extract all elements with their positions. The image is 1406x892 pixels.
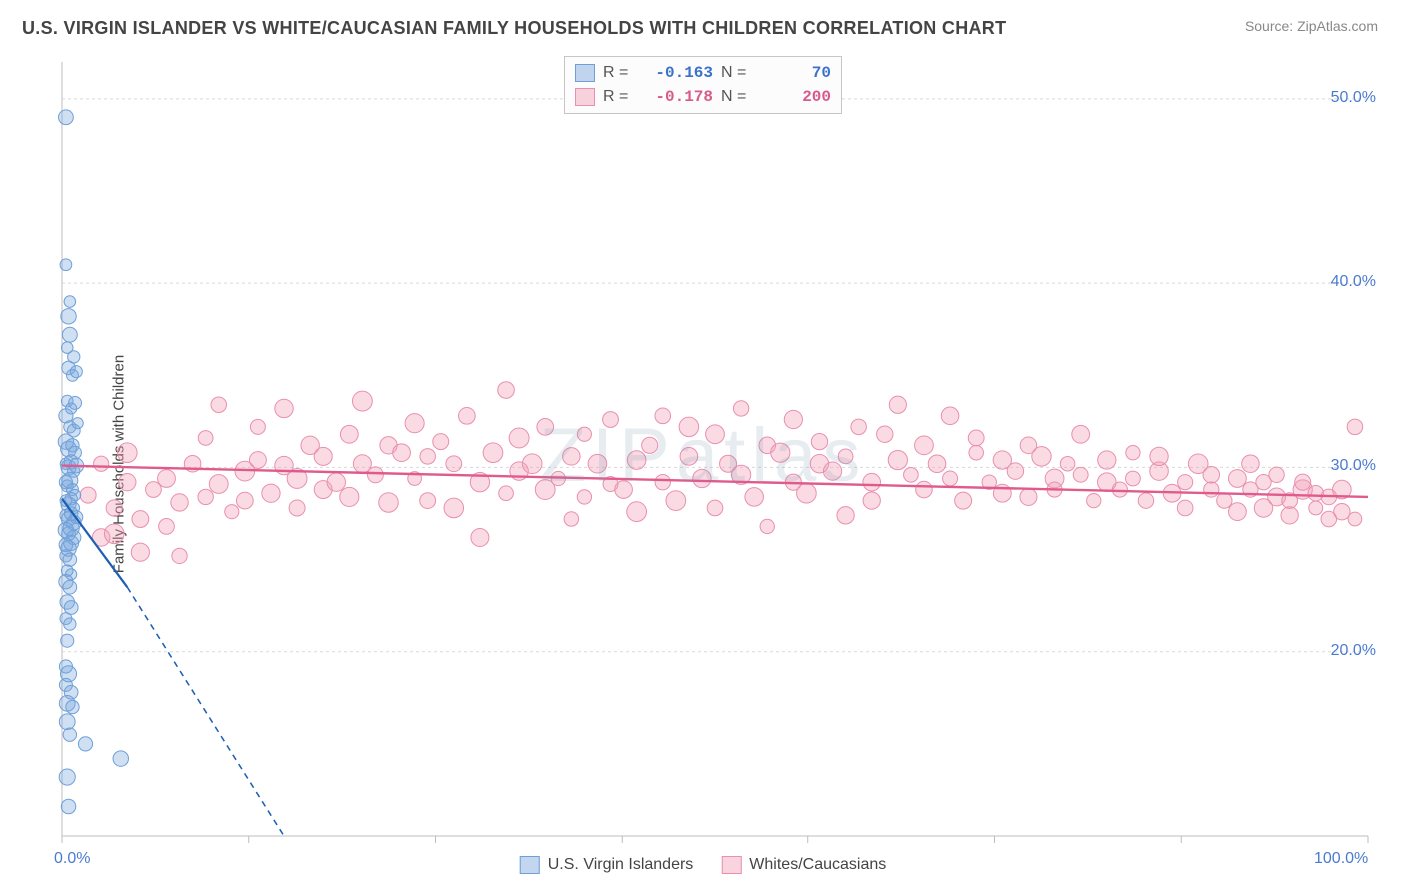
legend-r-label: R = [603, 61, 633, 85]
chart-title: U.S. VIRGIN ISLANDER VS WHITE/CAUCASIAN … [22, 18, 1006, 39]
legend-n-value-1: 70 [759, 61, 831, 85]
y-tick-label: 50.0% [1331, 89, 1376, 107]
legend-n-value-2: 200 [759, 85, 831, 109]
legend-n-label: N = [721, 85, 751, 109]
legend-r-value-2: -0.178 [641, 85, 713, 109]
legend-r-value-1: -0.163 [641, 61, 713, 85]
legend-swatch-icon [721, 856, 741, 874]
x-tick-label: 100.0% [1314, 850, 1368, 868]
chart-container: Family Households with Children ZIPatlas… [20, 48, 1386, 880]
scatter-chart [20, 48, 1386, 880]
y-tick-label: 40.0% [1331, 273, 1376, 291]
legend-row-2: R = -0.178 N = 200 [575, 85, 831, 109]
legend-swatch-2 [575, 88, 595, 106]
legend-item-1: U.S. Virgin Islanders [520, 856, 694, 874]
legend-item-2: Whites/Caucasians [721, 856, 886, 874]
legend-label-1: U.S. Virgin Islanders [548, 856, 694, 874]
y-tick-label: 30.0% [1331, 457, 1376, 475]
y-tick-label: 20.0% [1331, 642, 1376, 660]
x-tick-label: 0.0% [54, 850, 90, 868]
legend-swatch-1 [575, 64, 595, 82]
chart-header: U.S. VIRGIN ISLANDER VS WHITE/CAUCASIAN … [0, 0, 1406, 39]
chart-source: Source: ZipAtlas.com [1245, 18, 1378, 34]
legend-label-2: Whites/Caucasians [749, 856, 886, 874]
series-legend: U.S. Virgin Islanders Whites/Caucasians [520, 856, 887, 874]
legend-n-label: N = [721, 61, 751, 85]
legend-r-label: R = [603, 85, 633, 109]
correlation-legend: R = -0.163 N = 70 R = -0.178 N = 200 [564, 56, 842, 114]
legend-row-1: R = -0.163 N = 70 [575, 61, 831, 85]
legend-swatch-icon [520, 856, 540, 874]
